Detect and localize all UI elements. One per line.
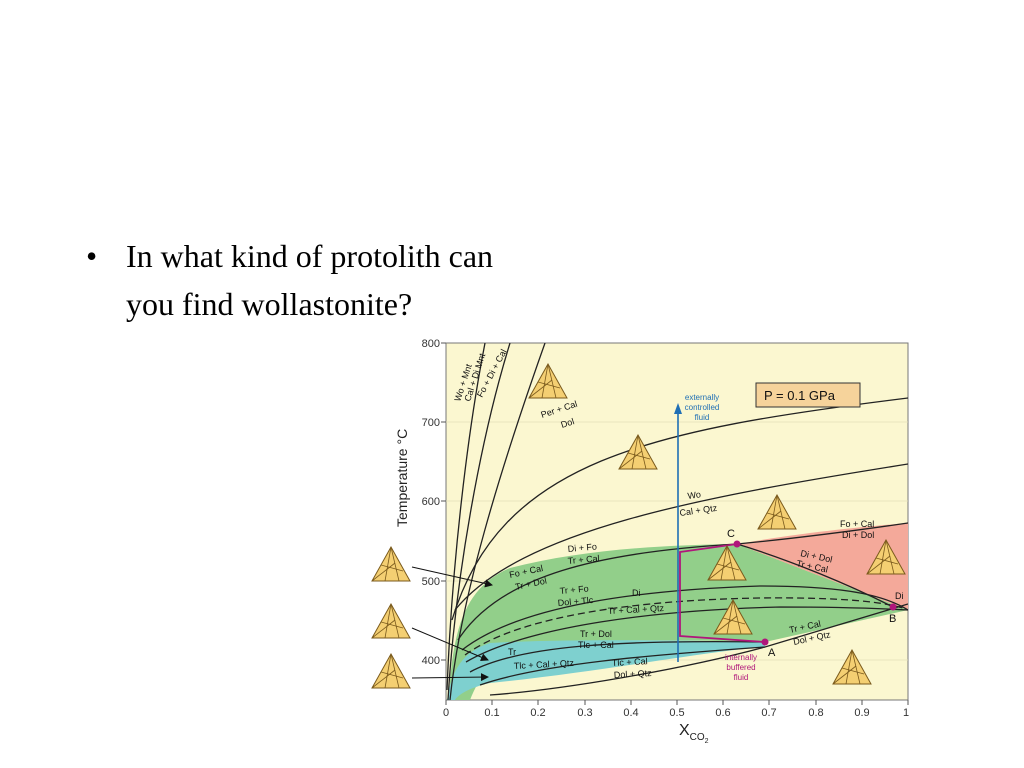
question-text: In what kind of protolith can you find w… [126,238,494,322]
x-axis-title-sub: CO [690,732,705,743]
ternary-triangle-icon [371,653,411,689]
x-tick-label: 0.9 [854,707,869,719]
label-di-right: Di [895,591,904,601]
label-tr-fo: Tr + Fo [559,584,589,596]
x-axis-title-main: X [679,722,690,739]
x-tick-label: 0.7 [761,707,776,719]
x-tick-label: 0.2 [530,707,545,719]
y-tick-label: 600 [422,496,440,508]
bullet-marker: • [86,238,98,274]
y-tick-label: 700 [422,417,440,429]
x-tick-labels: 0 0.1 0.2 0.3 0.4 0.5 0.6 0.7 0.8 0.9 1 [443,707,909,719]
point-b-label: B [889,613,896,625]
red-field [737,523,908,610]
ternary-triangle-icon [371,603,411,639]
y-axis-title: Temperature °C [394,429,410,527]
reaction-curves [446,343,908,700]
label-tlc-cal-2: Tlc + Cal [612,656,648,668]
point-a-marker [761,638,769,646]
point-a-label: A [768,647,776,659]
label-dol: Dol [560,416,576,430]
label-wo: Wo [687,489,702,501]
external-label-line3: fluid [695,413,710,422]
x-tick-label: 0.8 [808,707,823,719]
pressure-box [755,382,861,408]
internal-label-line1: internally [725,653,757,662]
label-di-mid: Di [632,588,641,598]
cyan-field [447,640,765,700]
label-dol-tlc: Dol + Tlc [557,595,594,608]
internal-label-line3: fluid [734,673,749,682]
x-tick-label: 0.1 [484,707,499,719]
label-di-dol-right: Di + Dol [842,530,874,540]
y-tick-label: 800 [422,338,440,350]
internal-fluid-label: internally buffered fluid [725,653,757,682]
y-tick-label: 500 [422,576,440,588]
y-tick-labels: 400 500 600 700 800 [422,338,440,667]
x-tick-label: 0.3 [577,707,592,719]
label-tlc-cal: Tlc + Cal [578,640,614,650]
point-c-label: C [727,528,735,540]
label-di-fo: Di + Fo [567,541,597,554]
label-tr: Tr [508,647,516,657]
buffered-fluid-path [679,543,766,643]
external-label-line2: controlled [685,403,720,412]
x-tick-label: 0.6 [715,707,730,719]
x-axis-title-subsub: 2 [705,738,709,745]
x-axis-title: XCO2 [679,722,709,745]
x-tick-label: 0.4 [623,707,638,719]
point-c-marker [733,540,741,548]
internal-label-line2: buffered [726,663,755,672]
ternary-triangle-icon [371,546,411,582]
axis-ticks [441,342,909,705]
label-tr-dol: Tr + Dol [580,629,612,639]
y-tick-label: 400 [422,655,440,667]
pressure-label: P = 0.1 GPa [764,388,836,403]
label-tr-cal-1: Tr + Cal [567,553,600,566]
label-dol-qtz: Dol + Qtz [614,668,653,680]
point-b-marker [889,603,897,611]
x-tick-label: 0.5 [669,707,684,719]
x-tick-label: 0 [443,707,449,719]
external-fluid-arrowhead [674,403,682,414]
external-label-line1: externally [685,393,719,402]
label-fo-cal-right: Fo + Cal [840,519,874,529]
x-tick-label: 1 [903,707,909,719]
pointer-arrows [411,566,493,682]
label-tlc-cal-qtz: Tlc + Cal + Qtz [514,658,575,671]
label-tr-cal-qtz: Tr + Cal + Qtz [608,603,665,616]
external-fluid-label: externally controlled fluid [685,393,720,422]
